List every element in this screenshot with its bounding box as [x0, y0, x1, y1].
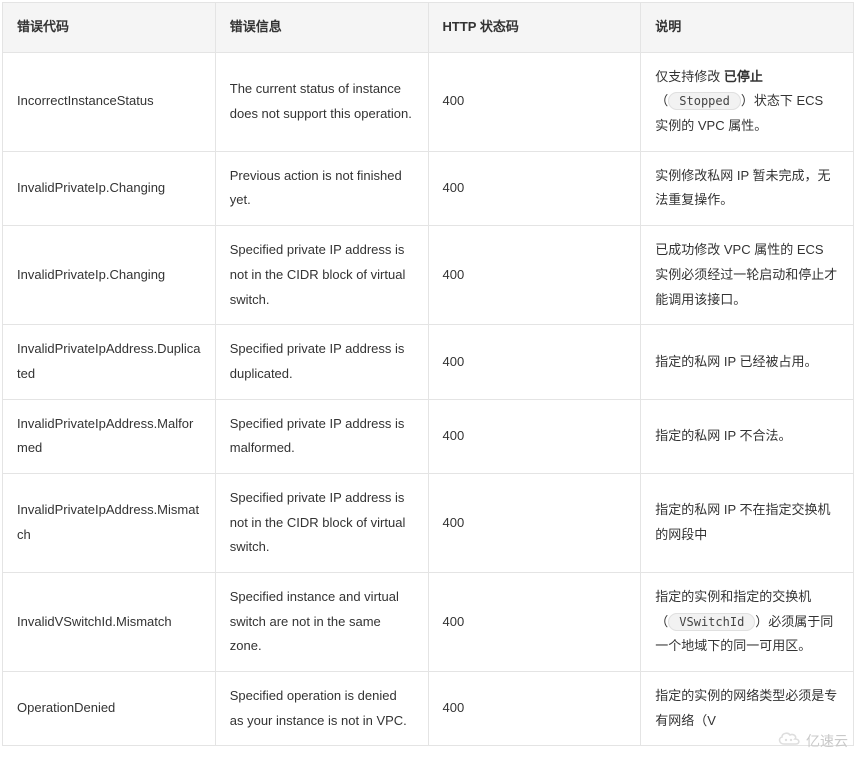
cell-error-message: Specified private IP address is malforme… [215, 399, 428, 473]
cell-error-code: OperationDenied [3, 672, 216, 746]
cell-http-status: 400 [428, 226, 641, 325]
table-row: OperationDeniedSpecified operation is de… [3, 672, 854, 746]
desc-text: 指定的私网 IP 已经被占用。 [655, 354, 817, 369]
cell-error-message: Specified instance and virtual switch ar… [215, 573, 428, 672]
table-row: IncorrectInstanceStatusThe current statu… [3, 52, 854, 151]
cell-error-code: InvalidPrivateIpAddress.Duplicated [3, 325, 216, 399]
desc-code-chip: VSwitchId [668, 613, 755, 631]
desc-code-chip: Stopped [668, 92, 741, 110]
desc-text: 指定的实例的网络类型必须是专有网络（V [655, 688, 837, 728]
cell-error-code: InvalidPrivateIp.Changing [3, 226, 216, 325]
cell-http-status: 400 [428, 325, 641, 399]
cell-http-status: 400 [428, 151, 641, 225]
cell-error-message: The current status of instance does not … [215, 52, 428, 151]
cell-error-message: Specified private IP address is duplicat… [215, 325, 428, 399]
desc-text: 已成功修改 VPC 属性的 ECS 实例必须经过一轮启动和停止才能调用该接口。 [655, 242, 837, 306]
cell-description: 指定的实例和指定的交换机（VSwitchId）必须属于同一个地域下的同一可用区。 [641, 573, 854, 672]
table-row: InvalidPrivateIpAddress.MalformedSpecifi… [3, 399, 854, 473]
table-row: InvalidPrivateIpAddress.MismatchSpecifie… [3, 473, 854, 572]
cell-description: 已成功修改 VPC 属性的 ECS 实例必须经过一轮启动和停止才能调用该接口。 [641, 226, 854, 325]
header-row: 错误代码错误信息HTTP 状态码说明 [3, 3, 854, 53]
desc-text: 实例修改私网 IP 暂未完成，无法重复操作。 [655, 168, 830, 208]
cell-error-code: InvalidVSwitchId.Mismatch [3, 573, 216, 672]
cell-error-code: InvalidPrivateIp.Changing [3, 151, 216, 225]
cell-http-status: 400 [428, 399, 641, 473]
desc-text: 指定的私网 IP 不在指定交换机的网段中 [655, 502, 830, 542]
table-body: IncorrectInstanceStatusThe current statu… [3, 52, 854, 746]
col-header-3: 说明 [641, 3, 854, 53]
cell-description: 实例修改私网 IP 暂未完成，无法重复操作。 [641, 151, 854, 225]
table-row: InvalidVSwitchId.MismatchSpecified insta… [3, 573, 854, 672]
cell-description: 指定的私网 IP 不在指定交换机的网段中 [641, 473, 854, 572]
cell-description: 指定的私网 IP 不合法。 [641, 399, 854, 473]
cell-http-status: 400 [428, 52, 641, 151]
cell-http-status: 400 [428, 573, 641, 672]
cell-error-code: InvalidPrivateIpAddress.Malformed [3, 399, 216, 473]
cell-error-message: Specified private IP address is not in t… [215, 473, 428, 572]
cell-description: 仅支持修改 已停止（Stopped）状态下 ECS 实例的 VPC 属性。 [641, 52, 854, 151]
cell-description: 指定的私网 IP 已经被占用。 [641, 325, 854, 399]
cell-error-message: Previous action is not finished yet. [215, 151, 428, 225]
desc-text: 仅支持修改 [655, 69, 724, 84]
col-header-2: HTTP 状态码 [428, 3, 641, 53]
table-head: 错误代码错误信息HTTP 状态码说明 [3, 3, 854, 53]
cell-error-code: IncorrectInstanceStatus [3, 52, 216, 151]
col-header-0: 错误代码 [3, 3, 216, 53]
cell-error-message: Specified private IP address is not in t… [215, 226, 428, 325]
cell-error-message: Specified operation is denied as your in… [215, 672, 428, 746]
table-row: InvalidPrivateIpAddress.DuplicatedSpecif… [3, 325, 854, 399]
cell-description: 指定的实例的网络类型必须是专有网络（V [641, 672, 854, 746]
cell-http-status: 400 [428, 473, 641, 572]
col-header-1: 错误信息 [215, 3, 428, 53]
cell-http-status: 400 [428, 672, 641, 746]
desc-text: 指定的私网 IP 不合法。 [655, 428, 791, 443]
table-row: InvalidPrivateIp.ChangingSpecified priva… [3, 226, 854, 325]
error-code-table: 错误代码错误信息HTTP 状态码说明 IncorrectInstanceStat… [2, 2, 854, 746]
table-row: InvalidPrivateIp.ChangingPrevious action… [3, 151, 854, 225]
desc-bold: 已停止 [724, 69, 763, 84]
desc-text: （ [655, 93, 668, 108]
cell-error-code: InvalidPrivateIpAddress.Mismatch [3, 473, 216, 572]
